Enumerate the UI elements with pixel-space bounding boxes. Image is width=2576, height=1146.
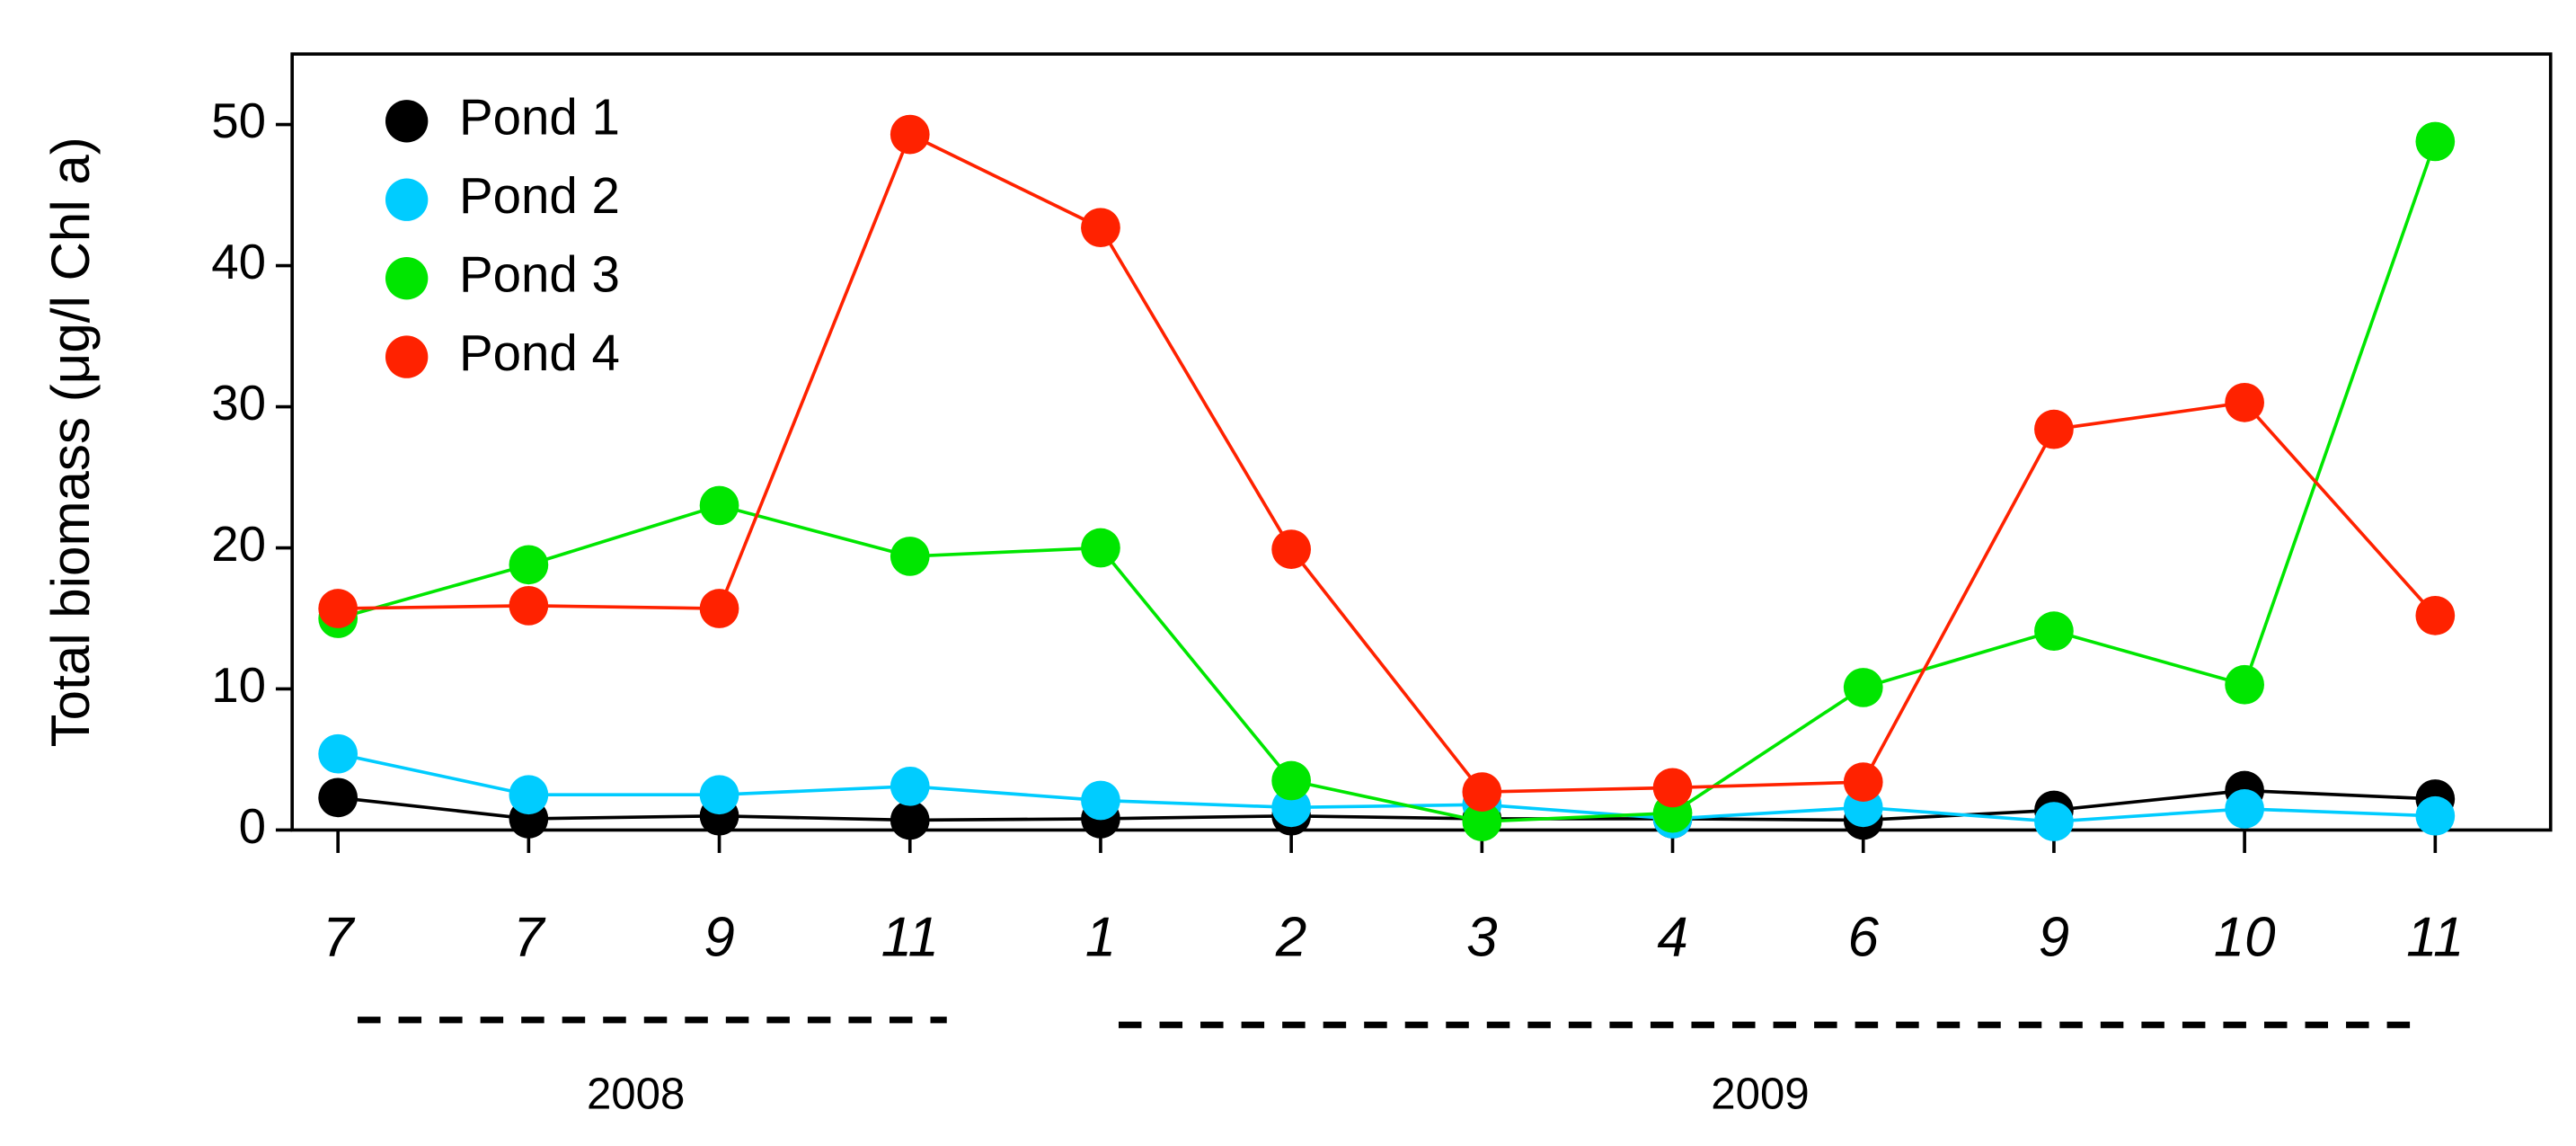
y-axis-title: Total biomass (μg/l Chl a) xyxy=(40,137,101,747)
data-point xyxy=(1843,668,1883,707)
x-tick-label: 9 xyxy=(704,907,734,969)
data-point xyxy=(318,733,359,774)
y-tick-label: 0 xyxy=(239,799,266,854)
year-label: 2008 xyxy=(587,1069,685,1118)
x-tick-label: 9 xyxy=(2039,907,2069,969)
data-point xyxy=(2415,596,2456,635)
data-point xyxy=(2225,382,2264,422)
legend-marker xyxy=(385,100,429,143)
data-point xyxy=(1462,772,1502,812)
y-tick-label: 40 xyxy=(211,235,266,289)
data-point xyxy=(1462,802,1502,841)
data-point xyxy=(2034,611,2074,651)
data-point xyxy=(1081,528,1120,568)
x-tick-label: 11 xyxy=(2406,907,2464,969)
data-point xyxy=(509,775,549,815)
data-point xyxy=(1652,768,1693,808)
y-tick-label: 50 xyxy=(211,93,266,148)
data-point xyxy=(890,800,930,840)
x-tick-label: 1 xyxy=(1085,907,1116,969)
data-point xyxy=(1271,529,1311,569)
legend-label: Pond 3 xyxy=(459,246,620,303)
data-point xyxy=(2225,664,2264,705)
x-tick-label: 7 xyxy=(323,907,356,969)
series-line xyxy=(337,140,2438,823)
data-point xyxy=(2415,795,2456,836)
series-line xyxy=(337,788,2436,822)
data-point xyxy=(699,775,739,815)
data-point xyxy=(1843,762,1883,802)
legend-marker xyxy=(385,335,429,378)
y-tick-label: 30 xyxy=(211,376,266,431)
data-point xyxy=(2034,802,2074,841)
data-point xyxy=(318,589,359,628)
data-point xyxy=(890,766,930,806)
data-point xyxy=(699,485,739,526)
y-tick-label: 20 xyxy=(211,517,266,572)
data-point xyxy=(1081,208,1120,248)
data-point xyxy=(318,777,359,818)
data-point xyxy=(890,537,930,576)
y-tick-label: 10 xyxy=(211,658,266,713)
x-tick-label: 4 xyxy=(1657,907,1687,969)
legend-label: Pond 2 xyxy=(459,167,620,224)
x-tick-label: 6 xyxy=(1848,907,1880,969)
legend-label: Pond 4 xyxy=(459,324,620,381)
data-point xyxy=(509,586,549,626)
data-point xyxy=(1081,780,1120,821)
plot-frame xyxy=(290,52,2553,832)
data-point xyxy=(2415,121,2456,162)
legend-marker xyxy=(385,178,429,221)
x-tick-label: 11 xyxy=(881,907,939,969)
legend-label: Pond 1 xyxy=(459,89,620,146)
x-tick-label: 2 xyxy=(1275,907,1306,969)
data-point xyxy=(2034,409,2074,449)
data-point xyxy=(509,545,549,585)
data-point xyxy=(699,589,739,628)
year-label: 2009 xyxy=(1711,1069,1809,1118)
legend-marker xyxy=(385,256,429,300)
data-point xyxy=(1271,760,1311,801)
x-tick-label: 3 xyxy=(1466,907,1497,969)
series-line xyxy=(337,751,2436,823)
data-point xyxy=(890,114,930,155)
series-line xyxy=(338,132,2437,794)
x-tick-label: 7 xyxy=(513,907,546,969)
x-tick-label: 10 xyxy=(2214,907,2276,969)
data-point xyxy=(2225,789,2264,829)
